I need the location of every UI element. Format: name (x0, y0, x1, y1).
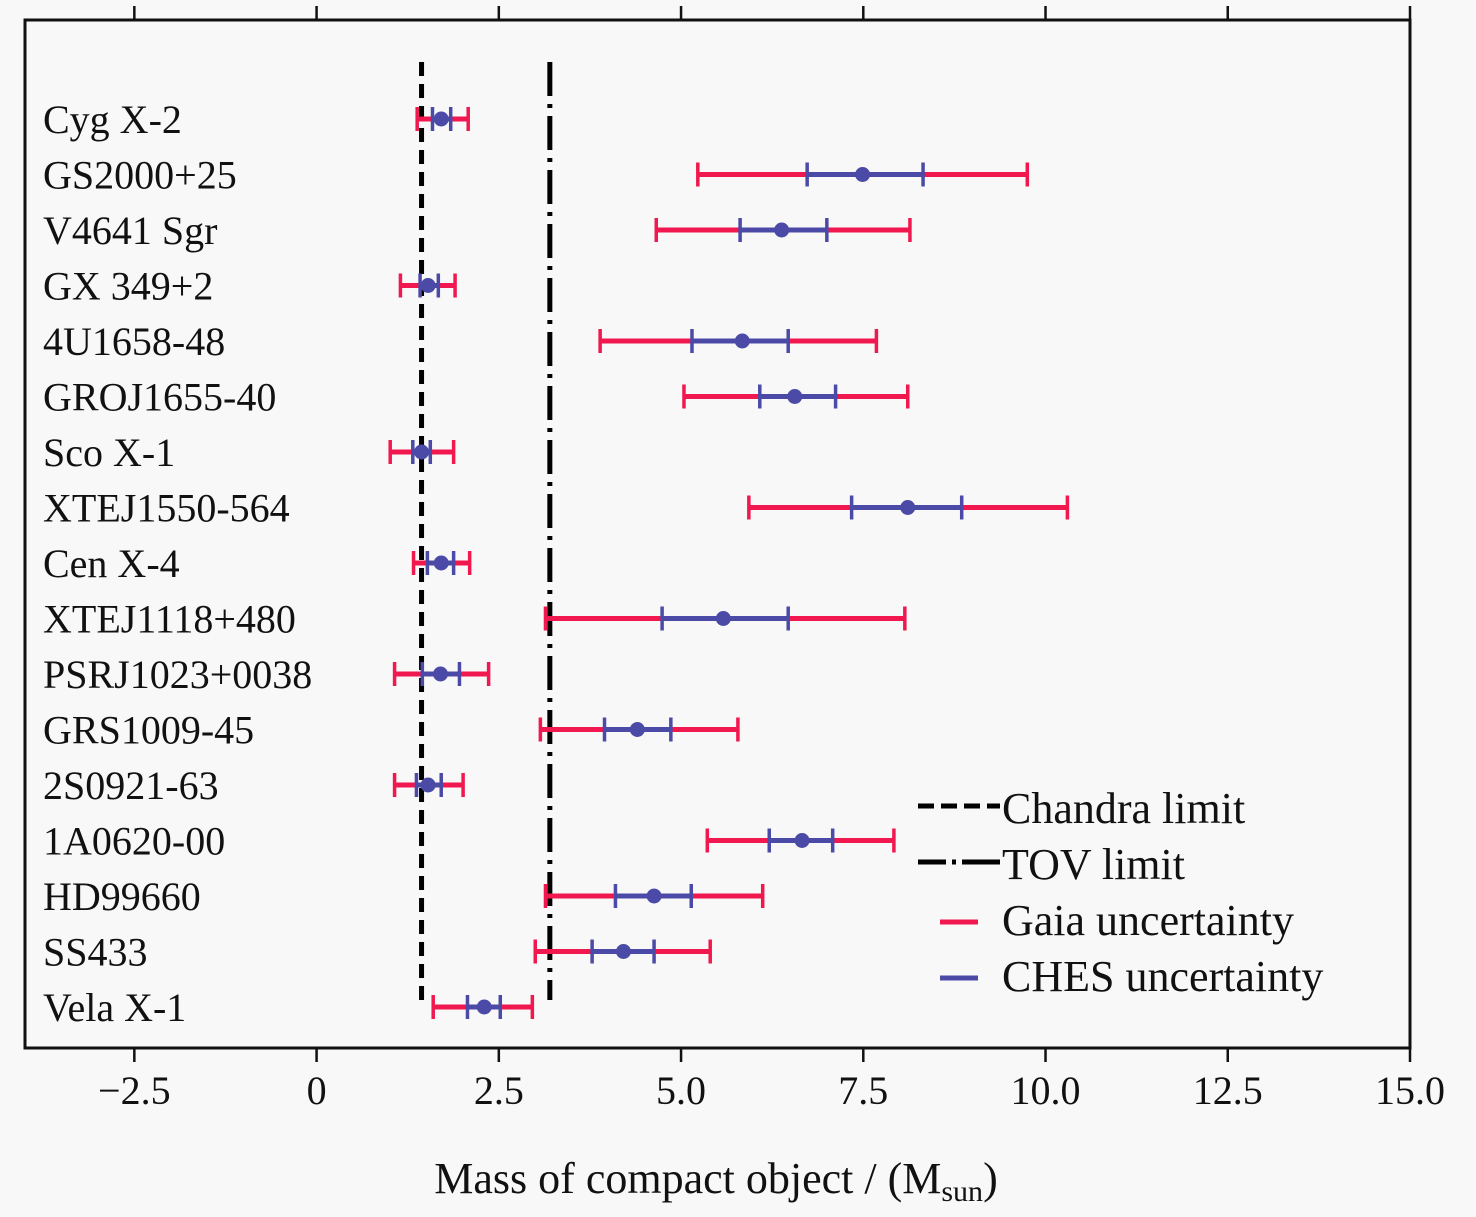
legend-label: Gaia uncertainty (1002, 896, 1294, 945)
error-bar-group (538, 717, 740, 742)
error-bar-group (388, 440, 456, 464)
object-label: Vela X-1 (43, 985, 186, 1030)
object-label: GRS1009-45 (43, 708, 254, 753)
mass-point (900, 500, 916, 515)
mass-point (420, 278, 436, 293)
object-label: XTEJ1550-564 (43, 486, 290, 531)
x-tick-label: 12.5 (1193, 1068, 1263, 1113)
error-bar-group (705, 828, 896, 853)
object-label: Sco X-1 (43, 430, 175, 475)
x-tick-label: 15.0 (1375, 1068, 1445, 1113)
x-tick-label: 2.5 (474, 1068, 524, 1113)
mass-point (646, 888, 662, 904)
mass-point (433, 666, 448, 682)
error-bar-group (415, 107, 470, 131)
mass-point (794, 833, 810, 848)
mass-point (433, 111, 449, 127)
x-axis-label: Mass of compact object / (Msun) (434, 1154, 997, 1208)
mass-point (420, 777, 436, 793)
error-bar-group (696, 162, 1030, 187)
error-bar-group (392, 662, 491, 686)
error-bar-group (533, 939, 712, 964)
error-bar-group (654, 218, 912, 242)
object-label: 1A0620-00 (43, 819, 225, 864)
mass-point (734, 333, 750, 349)
object-label: GX 349+2 (43, 264, 213, 309)
reference-lines (419, 62, 553, 1000)
object-labels: Cyg X-2 GS2000+25 V4641 Sgr GX 349+2 4U1658-… (43, 97, 312, 1030)
legend-item: Gaia uncertainty (940, 896, 1294, 945)
legend-label: CHES uncertainty (1002, 952, 1323, 1001)
x-tick-label: 0 (307, 1068, 327, 1113)
error-bar-group (543, 606, 907, 631)
x-tick-label: −2.5 (98, 1068, 171, 1113)
error-bar-group (543, 884, 765, 908)
object-label: SS433 (43, 930, 148, 975)
x-tick-label: 10.0 (1011, 1068, 1081, 1113)
object-label: GS2000+25 (43, 153, 237, 198)
mass-point (787, 389, 803, 404)
legend-item: Chandra limit (918, 784, 1245, 833)
error-bar-group (392, 773, 465, 797)
mass-point (476, 999, 492, 1015)
mass-point (615, 944, 631, 959)
object-label: XTEJ1118+480 (43, 597, 296, 642)
object-label: 2S0921-63 (43, 763, 219, 808)
error-bar-group (398, 273, 457, 298)
error-bar-group (682, 384, 910, 409)
mass-point (855, 167, 871, 182)
mass-point (433, 555, 449, 571)
mass-point (414, 444, 430, 460)
error-bar-group (411, 551, 472, 575)
error-bar-group (431, 995, 535, 1019)
plot-frame (23, 18, 1412, 1050)
object-label: V4641 Sgr (43, 208, 217, 253)
object-label: PSRJ1023+0038 (43, 652, 312, 697)
mass-point (629, 722, 645, 737)
legend: Chandra limit TOV limit Gaia uncertainty CH… (918, 784, 1323, 1001)
legend-label: Chandra limit (1002, 784, 1245, 833)
error-bar-group (747, 495, 1070, 520)
legend-item: TOV limit (918, 840, 1185, 889)
object-label: 4U1658-48 (43, 319, 225, 364)
object-label: HD99660 (43, 874, 201, 919)
plot-border (23, 18, 1412, 1050)
x-tick-label: 5.0 (656, 1068, 706, 1113)
error-bar-group (598, 329, 879, 353)
legend-item: CHES uncertainty (940, 952, 1323, 1001)
x-axis-ticks: −2.5 0 2.5 5.0 7.5 10.0 12.5 15.0 (98, 6, 1445, 1113)
mass-point (774, 222, 790, 238)
object-label: GROJ1655-40 (43, 375, 276, 420)
object-label: Cen X-4 (43, 541, 180, 586)
x-tick-label: 7.5 (838, 1068, 888, 1113)
object-label: Cyg X-2 (43, 97, 182, 142)
mass-point (715, 611, 731, 626)
error-bars (388, 107, 1070, 1019)
legend-label: TOV limit (1002, 840, 1185, 889)
